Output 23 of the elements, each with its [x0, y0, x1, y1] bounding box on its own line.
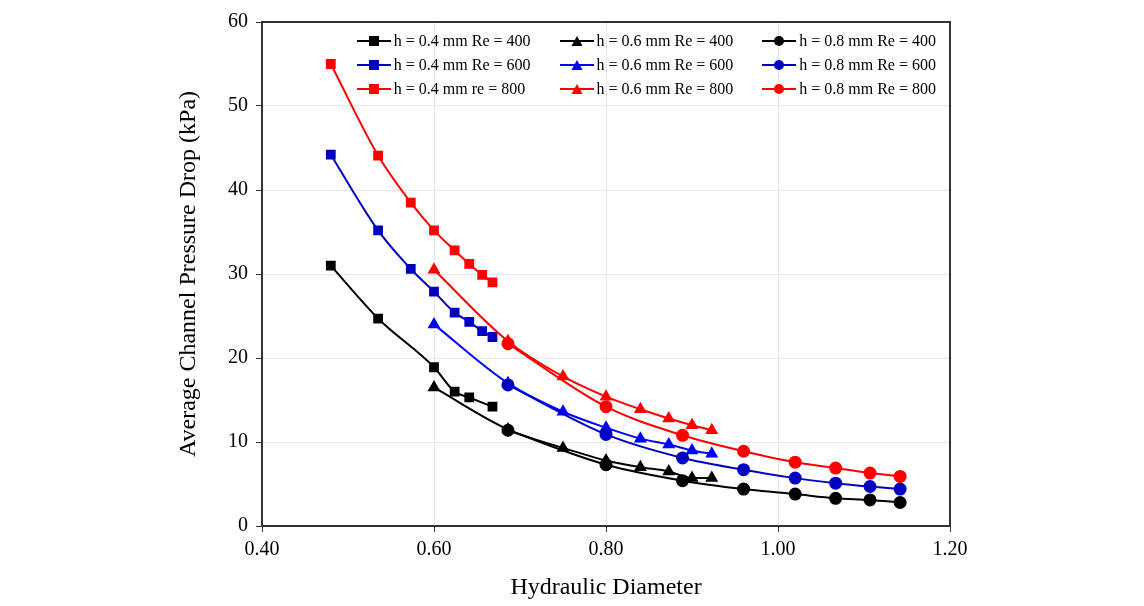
- x-tick-label: 0.60: [416, 537, 452, 560]
- y-tick-label: 20: [228, 345, 248, 368]
- legend-label: h = 0.4 mm Re = 400: [393, 32, 531, 50]
- legend-label: h = 0.6 mm Re = 600: [596, 56, 734, 74]
- x-tick-label: 0.40: [244, 537, 280, 560]
- x-tick-label: 1.20: [932, 537, 968, 560]
- y-tick-label: 40: [228, 177, 248, 200]
- legend-label: h = 0.4 mm Re = 600: [393, 56, 531, 74]
- y-tick-label: 50: [228, 93, 248, 116]
- x-axis-title: Hydraulic Diameter: [510, 572, 702, 599]
- x-tick-label: 0.80: [588, 537, 624, 560]
- legend-label: h = 0.8 mm Re = 600: [799, 56, 936, 74]
- legend-label: h = 0.6 mm Re = 800: [596, 80, 734, 98]
- y-tick-label: 0: [238, 513, 248, 536]
- y-tick-label: 60: [228, 9, 248, 32]
- y-tick-label: 10: [228, 429, 248, 452]
- y-tick-label: 30: [228, 261, 248, 284]
- legend-label: h = 0.4 mm re = 800: [393, 80, 526, 98]
- x-tick-label: 1.00: [760, 537, 796, 560]
- legend-label: h = 0.8 mm Re = 400: [799, 32, 936, 50]
- legend-label: h = 0.8 mm Re = 800: [799, 80, 936, 98]
- legend-label: h = 0.6 mm Re = 400: [596, 32, 734, 50]
- y-axis-title: Average Channel Pressure Drop (kPa): [173, 90, 200, 458]
